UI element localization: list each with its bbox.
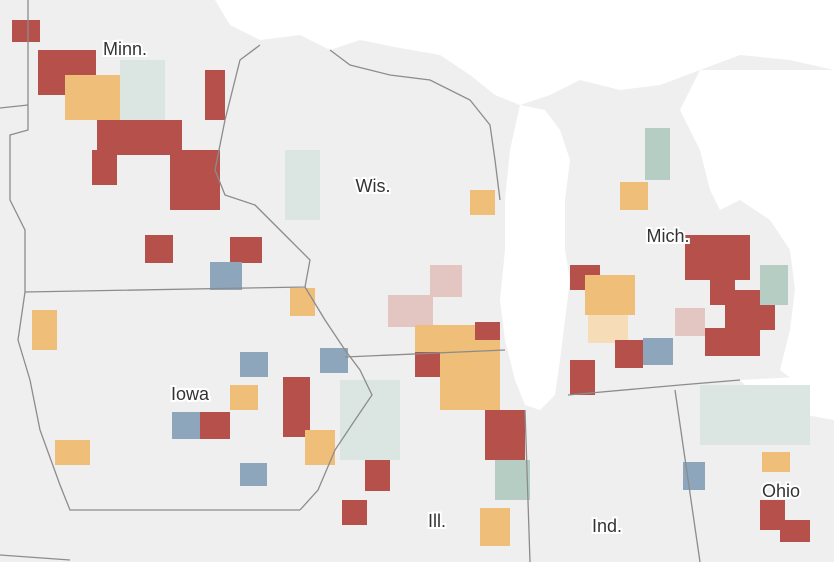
county bbox=[585, 275, 635, 315]
county bbox=[305, 430, 335, 465]
county bbox=[200, 412, 230, 439]
county bbox=[762, 452, 790, 472]
state-labels: Minn. Wis. Mich. Iowa Ill. Ind. Ohio bbox=[101, 37, 802, 538]
county bbox=[285, 150, 320, 220]
county bbox=[340, 380, 400, 460]
state-label: Minn. bbox=[103, 39, 147, 59]
county bbox=[480, 508, 510, 546]
county bbox=[485, 410, 525, 460]
county bbox=[645, 128, 670, 180]
county bbox=[705, 328, 760, 356]
border bbox=[9, 0, 29, 292]
county bbox=[430, 265, 462, 297]
county bbox=[230, 237, 262, 263]
county bbox=[120, 60, 165, 120]
county bbox=[240, 463, 267, 486]
county bbox=[32, 310, 57, 350]
county bbox=[230, 385, 258, 410]
county bbox=[97, 120, 182, 155]
border bbox=[329, 49, 501, 201]
county bbox=[475, 322, 500, 340]
county bbox=[170, 150, 220, 210]
county bbox=[620, 182, 648, 210]
lake-huron bbox=[680, 70, 834, 390]
county bbox=[365, 458, 390, 491]
border bbox=[24, 44, 311, 293]
county bbox=[172, 412, 200, 439]
county bbox=[205, 70, 225, 120]
state-label: Mich. bbox=[646, 226, 689, 246]
county bbox=[145, 235, 173, 263]
state-label: Ind. bbox=[592, 516, 622, 536]
state-borders bbox=[0, 0, 741, 562]
border bbox=[524, 409, 531, 562]
county bbox=[240, 352, 268, 377]
county bbox=[615, 340, 643, 368]
county bbox=[55, 440, 90, 465]
county bbox=[440, 350, 500, 410]
border bbox=[344, 349, 506, 358]
county bbox=[760, 265, 788, 305]
county bbox=[415, 352, 440, 377]
state-label: Iowa bbox=[171, 384, 210, 404]
county bbox=[65, 75, 120, 120]
county bbox=[342, 500, 367, 525]
county bbox=[470, 190, 495, 215]
border bbox=[674, 389, 701, 562]
county bbox=[290, 288, 315, 316]
county bbox=[685, 235, 750, 280]
county bbox=[283, 377, 310, 437]
county bbox=[700, 385, 810, 445]
county bbox=[780, 520, 810, 542]
border bbox=[17, 291, 300, 511]
lake-superior bbox=[215, 0, 834, 105]
county bbox=[92, 150, 117, 185]
counties bbox=[12, 20, 810, 546]
state-label: Wis. bbox=[356, 176, 391, 196]
county bbox=[388, 295, 433, 327]
border bbox=[567, 379, 741, 396]
county bbox=[320, 348, 348, 373]
border bbox=[299, 286, 373, 511]
county bbox=[675, 308, 705, 336]
border bbox=[0, 104, 29, 109]
county bbox=[12, 20, 40, 42]
lake-michigan bbox=[500, 105, 570, 410]
county bbox=[210, 262, 242, 290]
county bbox=[495, 460, 530, 500]
border bbox=[0, 554, 71, 561]
state-label: Ohio bbox=[762, 481, 800, 501]
state-label: Ill. bbox=[428, 511, 446, 531]
county bbox=[570, 360, 595, 395]
county bbox=[588, 315, 628, 343]
county bbox=[643, 338, 673, 365]
